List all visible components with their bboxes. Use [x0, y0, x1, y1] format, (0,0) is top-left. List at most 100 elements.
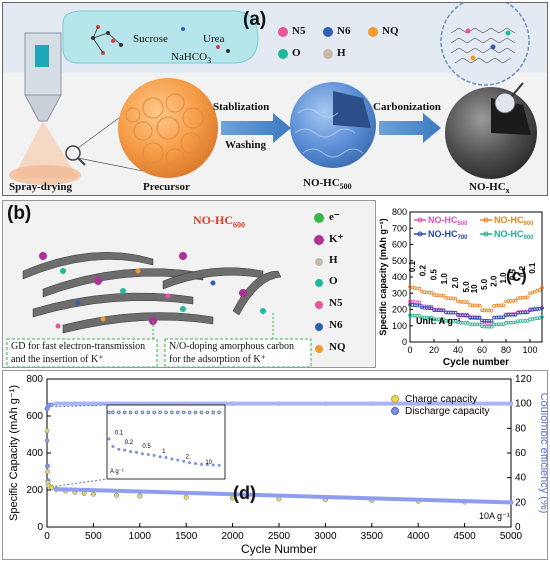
- point-no-hc700: [451, 310, 455, 315]
- legend-nq: NQ: [382, 25, 399, 37]
- xtick-label-d: 1500: [175, 531, 198, 542]
- xlabel-c: Cycle number: [443, 357, 509, 368]
- inset-point: [194, 461, 197, 465]
- legend-marker-c: [417, 217, 423, 223]
- point-no-hc600: [540, 285, 544, 290]
- point-no-hc900: [424, 315, 429, 320]
- graphene-layers: [22, 252, 282, 334]
- inset-frame: [106, 404, 226, 480]
- rate-label: 1.0: [440, 273, 449, 285]
- point-no-hc600: [537, 288, 542, 292]
- inset-point: [111, 444, 115, 448]
- point-no-hc900: [477, 322, 482, 327]
- urea-label: Urea: [203, 33, 225, 45]
- ytick-label-c: 200: [392, 305, 407, 315]
- point-no-hc700: [453, 310, 458, 315]
- rate-label: 2.0: [489, 275, 498, 287]
- inset-ce-point: [164, 410, 168, 415]
- inset-ce-point: [187, 410, 192, 415]
- xtick-label-d: 3000: [314, 531, 337, 542]
- point-no-hc600: [485, 308, 489, 313]
- note-doping-line1: N/O-doping amorphous carbon: [169, 341, 294, 352]
- point-no-hc700: [540, 306, 544, 310]
- point-no-hc700: [477, 315, 482, 320]
- ytick-label-d: 800: [26, 374, 43, 385]
- legend-b-n5: N5: [329, 297, 343, 309]
- inset-ce-point: [128, 410, 133, 415]
- precursor-label: Precursor: [143, 181, 190, 193]
- inset-ce-point: [170, 410, 174, 415]
- rate-label: 2.0: [451, 277, 460, 289]
- point-no-hc600: [473, 303, 477, 308]
- legend-n6: N6: [337, 25, 351, 37]
- point-no-hc900: [475, 322, 479, 327]
- point-charge-capacity: [114, 492, 120, 498]
- inset-point: [170, 457, 174, 461]
- inset-rate-label: 10: [205, 460, 212, 466]
- inset-point: [188, 461, 192, 465]
- ytick-label-c: 400: [392, 272, 407, 282]
- inset-rate-label: 1: [162, 449, 166, 455]
- xtick-label-d: 2500: [268, 531, 291, 542]
- ylabel-d: Specific Capacity (mAh g⁻¹): [8, 385, 20, 521]
- inset-rate-label: 0.1: [115, 431, 124, 437]
- point-charge-capacity: [81, 491, 87, 496]
- point-no-hc700: [465, 313, 470, 317]
- ylabel-c: Specific capacity (mAh g⁻¹): [378, 218, 388, 335]
- inset-ce-point: [217, 410, 221, 415]
- arrow-carbonization: [379, 113, 441, 143]
- panel-b-label: (b): [7, 203, 32, 224]
- ytick-label-d: 200: [26, 485, 43, 496]
- carbonization-label: Carbonization: [373, 101, 441, 113]
- point-no-hc900: [497, 322, 501, 327]
- point-no-hc900: [439, 317, 443, 322]
- ytick-label-c: 500: [392, 256, 407, 266]
- point-no-hc900: [489, 324, 494, 329]
- legend-sub-c: 600: [524, 221, 535, 227]
- ytick-label-c: 800: [392, 207, 407, 217]
- inset-point: [182, 459, 186, 463]
- panel-d-label: (d): [233, 483, 256, 503]
- rate-label: 0.2: [518, 265, 527, 277]
- inset-point: [135, 450, 138, 454]
- legend-marker-charge: [391, 395, 399, 403]
- unit-label-c: Unit: A g⁻¹: [416, 316, 461, 326]
- rate-label: 1.0: [499, 272, 508, 284]
- inset-point: [176, 458, 180, 462]
- point-no-hc900: [540, 315, 544, 320]
- no-hc500-label: NO-HC500: [303, 177, 352, 192]
- rate-label: 5.0: [480, 278, 489, 290]
- point-no-hc600: [501, 303, 506, 308]
- legend-charge-text: Charge capacity: [405, 394, 477, 405]
- inset-ce-point: [152, 410, 156, 415]
- xlabel-d: Cycle Number: [241, 542, 317, 556]
- point-no-hc700: [441, 308, 446, 313]
- inset-rate-label: 0.5: [142, 444, 151, 450]
- inset-point: [211, 463, 215, 467]
- point-coulombic-efficiency: [49, 402, 54, 408]
- legend-marker-c: [483, 217, 489, 223]
- point-no-hc700: [427, 306, 431, 310]
- ytick-label-d: 400: [26, 448, 43, 459]
- legend-b-h: H: [329, 254, 338, 266]
- graphene-zoom: [440, 3, 530, 86]
- inset-ce-point: [117, 410, 121, 415]
- rate-label: 0.5: [509, 269, 518, 281]
- inset-ce-point: [158, 410, 162, 415]
- legend-sub-c: 500: [458, 221, 469, 227]
- inset-point: [205, 463, 209, 467]
- inset-connector: [55, 404, 108, 408]
- xtick-label-c: 100: [522, 345, 537, 355]
- point-no-hc600: [477, 303, 482, 308]
- rate-label: 0.1: [408, 260, 417, 272]
- point-no-hc500: [429, 304, 434, 309]
- inset-point: [123, 448, 127, 452]
- panel-a-label: (a): [243, 9, 267, 30]
- legend-sub-c: 700: [458, 235, 469, 241]
- ytick-label-c: 100: [392, 321, 407, 331]
- rate-chart: 0 100 200 300 400 500 600 700 800 0 20 40 60 80 100 Cyc…: [378, 207, 544, 368]
- ytick-label-c: 700: [392, 223, 407, 233]
- y2tick-label-d: 20: [515, 497, 527, 508]
- rate-label: 5.0: [462, 281, 471, 293]
- ytick-label-d: 0: [37, 522, 43, 533]
